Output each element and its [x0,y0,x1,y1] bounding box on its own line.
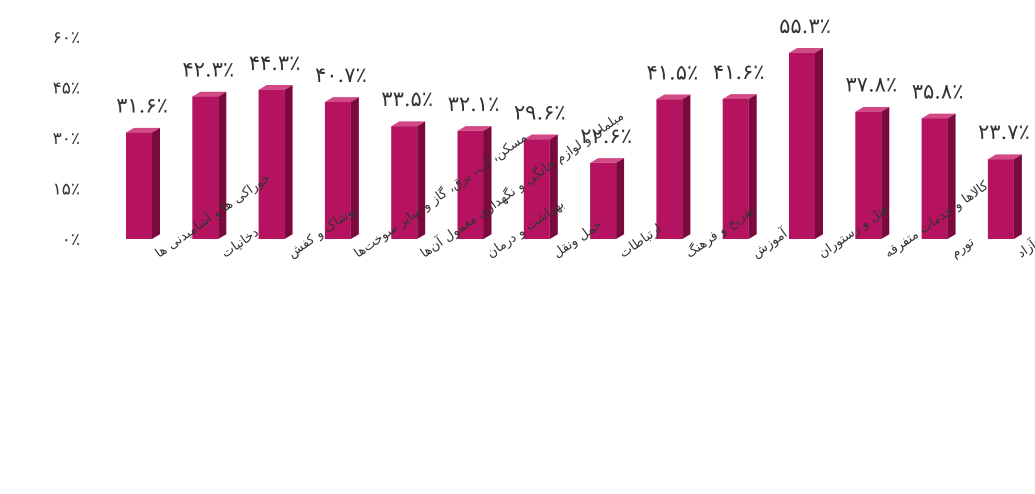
bar-front [457,130,484,239]
bar-side [483,126,492,239]
bar [126,127,160,239]
data-label: ۲۹.۶٪ [514,100,566,124]
bar-top [789,48,823,53]
bar [855,106,890,239]
bar-side [616,158,625,239]
bar [590,158,625,239]
bar [192,91,227,239]
bar-top [722,94,757,99]
data-label: ۴۱.۶٪ [713,60,765,84]
bar-front [590,162,617,239]
y-tick-label: ۱۵٪ [53,180,80,200]
bar-side [947,113,956,239]
category-label: حمل ونقل [550,217,604,261]
bar [258,85,293,240]
bar-front [789,52,815,239]
bar-top [656,94,691,100]
bar-side [682,94,691,239]
bar-front [987,159,1014,239]
bar-top [855,106,890,112]
bar-side [218,91,227,239]
bar-top [523,134,558,140]
bar [324,97,359,239]
bar-top [590,158,625,163]
bar [921,113,956,239]
data-label: ۴۲.۳٪ [182,58,234,82]
bar-top [192,91,227,97]
data-label: ۲۲.۶٪ [580,124,632,148]
bars [126,48,1022,240]
data-label: ۴۱.۵٪ [647,60,699,84]
bar [523,134,558,239]
bar-side [284,85,293,239]
bar-side [152,127,160,239]
bar-top [921,113,956,119]
bar-side [881,106,890,239]
bar-front [192,96,219,239]
bar-front [126,132,152,239]
bar-side [815,48,823,240]
bar [457,126,492,239]
bar [987,154,1022,239]
bar-top [258,85,293,90]
y-tick-label: ۶۰٪ [53,28,80,48]
bar-front [523,139,550,239]
bar-front [855,111,882,239]
bar [656,94,691,240]
data-label: ۳۳.۵٪ [381,87,433,111]
y-tick-label: ۳۰٪ [53,129,80,149]
bar-top [457,126,492,131]
bar-side [549,134,558,239]
data-label: ۳۲.۱٪ [448,92,500,116]
data-label: ۳۷.۸٪ [845,73,897,97]
bar-front [258,89,285,240]
data-label: ۳۱.۶٪ [116,94,168,118]
data-labels: ۳۱.۶٪ ۴۲.۳٪ ۴۴.۳٪ ۴۰.۷٪ ۳۳.۵٪ ۳۲.۱٪ ۲۹.۶٪ ۲۲.۶٪… [116,14,1030,148]
data-label: ۴۰.۷٪ [315,63,367,87]
bar-side [350,97,359,239]
bar-top [324,97,359,102]
bar-side [748,94,757,239]
bar-front [722,98,749,240]
y-tick-label: ۰٪ [62,230,80,250]
bar-top [126,127,160,133]
bar-front [656,99,683,240]
data-label: ۴۴.۳٪ [249,51,301,75]
bar-top [987,154,1022,160]
category-label: تورم [948,235,977,262]
bar-top [391,121,426,127]
y-tick-label: ۴۵٪ [53,79,80,99]
data-label: ۲۳.۷٪ [978,120,1030,144]
bar [789,48,823,240]
data-label: ۵۵.۳٪ [779,14,831,38]
bar [391,121,426,239]
bar [722,94,757,240]
bar-front [921,118,948,239]
bar-front [324,101,351,239]
bar-side [417,121,426,239]
y-axis: ۰٪ ۱۵٪ ۳۰٪ ۴۵٪ ۶۰٪ [53,28,80,250]
bar-side [1013,154,1022,239]
data-label: ۳۵.۸٪ [912,79,964,103]
bar-front [391,126,418,239]
